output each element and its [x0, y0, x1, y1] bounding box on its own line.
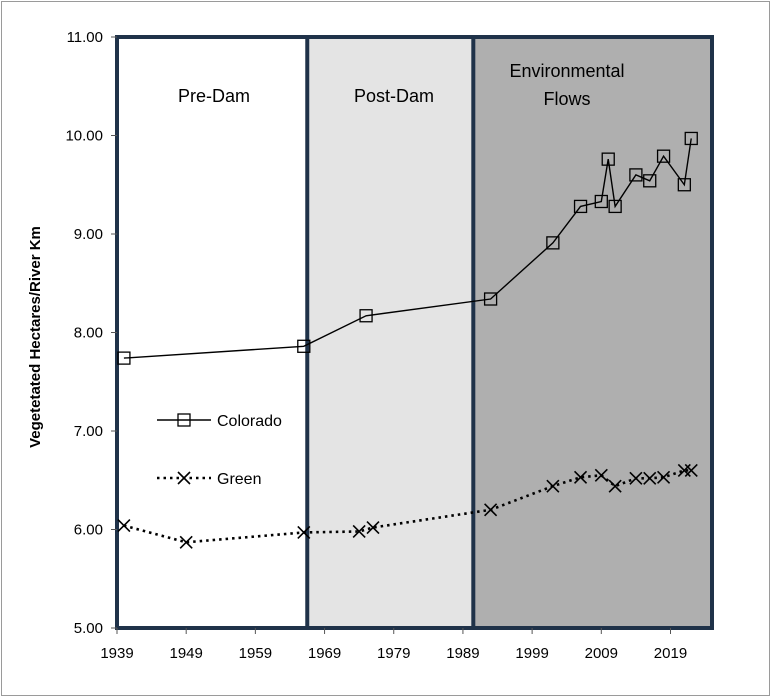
x-marker-stroke — [684, 463, 698, 477]
region-pre-dam — [117, 37, 308, 628]
series-line-colorado — [123, 138, 692, 359]
x-marker-stroke — [643, 471, 657, 485]
x-marker-stroke — [594, 468, 608, 482]
data-point-green — [643, 471, 657, 485]
data-point-colorado — [483, 292, 498, 306]
y-tick-label: 9.00 — [74, 226, 103, 243]
region-label-environmental-flows: Environmental — [509, 61, 624, 81]
y-tick-label: 7.00 — [74, 423, 103, 440]
data-point-colorado — [546, 236, 560, 250]
x-marker-stroke — [352, 524, 366, 539]
data-point-colorado — [656, 149, 671, 163]
x-tick-label: 1949 — [169, 645, 202, 662]
x-marker-stroke — [179, 535, 193, 549]
x-tick-label: 2009 — [585, 645, 618, 662]
y-tick-label: 10.00 — [65, 128, 103, 145]
data-point-green — [117, 518, 131, 533]
data-point-green — [484, 503, 498, 517]
data-point-green — [594, 468, 608, 482]
x-marker-stroke — [629, 471, 643, 485]
y-axis-label: Vegetetated Hectares/River Km — [27, 226, 44, 448]
y-tick-label: 8.00 — [74, 325, 103, 342]
region-label-environmental-flows: Flows — [543, 89, 590, 109]
legend-marker-green — [177, 471, 191, 485]
data-point-green — [366, 520, 380, 535]
data-point-colorado — [594, 194, 608, 209]
data-point-colorado — [677, 178, 691, 192]
x-marker-stroke — [366, 520, 380, 535]
region-label-post-dam: Post-Dam — [354, 86, 434, 106]
data-point-green — [297, 525, 311, 540]
x-marker-stroke — [297, 525, 311, 540]
x-tick-label: 1999 — [515, 645, 548, 662]
y-tick-label: 5.00 — [74, 620, 103, 637]
legend-label-green: Green — [217, 471, 261, 488]
x-marker-stroke — [177, 471, 191, 485]
data-point-green — [352, 524, 366, 539]
x-tick-label: 1989 — [446, 645, 479, 662]
y-tick-label: 6.00 — [74, 522, 103, 539]
data-point-colorado — [684, 131, 698, 146]
x-marker-stroke — [484, 503, 498, 517]
data-point-green — [179, 535, 193, 549]
x-marker-stroke — [608, 479, 622, 493]
data-point-colorado — [359, 309, 373, 323]
x-marker-stroke — [546, 479, 560, 493]
x-marker-stroke — [117, 518, 131, 533]
region-environmental-flows — [473, 37, 712, 628]
x-tick-label: 1939 — [100, 645, 133, 662]
data-point-green — [546, 479, 560, 493]
data-point-colorado — [629, 168, 643, 182]
x-tick-label: 1959 — [239, 645, 272, 662]
data-point-colorado — [608, 199, 622, 214]
data-point-green — [608, 479, 622, 493]
x-tick-label: 1979 — [377, 645, 410, 662]
data-point-colorado — [297, 339, 311, 353]
series — [117, 131, 698, 549]
region-label-pre-dam: Pre-Dam — [178, 86, 250, 106]
data-point-green — [657, 470, 671, 484]
x-marker-stroke — [657, 470, 671, 484]
legend-marker-colorado — [177, 413, 191, 427]
x-marker-stroke — [573, 470, 588, 484]
x-tick-label: 2019 — [654, 645, 687, 662]
data-point-green — [629, 471, 643, 485]
data-point-colorado — [643, 174, 657, 188]
data-point-green — [573, 470, 588, 484]
x-tick-label: 1969 — [308, 645, 341, 662]
data-point-colorado — [117, 351, 131, 365]
legend: Colorado Green — [157, 413, 282, 488]
legend-label-colorado: Colorado — [217, 413, 282, 430]
data-point-colorado — [573, 199, 588, 214]
y-tick-label: 11.00 — [67, 29, 103, 46]
axes: 5.00 6.00 7.00 8.00 9.00 10.00 11.00 1939 1949 19… — [65, 29, 687, 662]
region-post-dam — [307, 37, 474, 628]
region-backgrounds: Pre-Dam Post-Dam Environmental Flows — [115, 35, 714, 630]
data-point-green — [684, 463, 698, 477]
data-point-colorado — [601, 152, 615, 166]
